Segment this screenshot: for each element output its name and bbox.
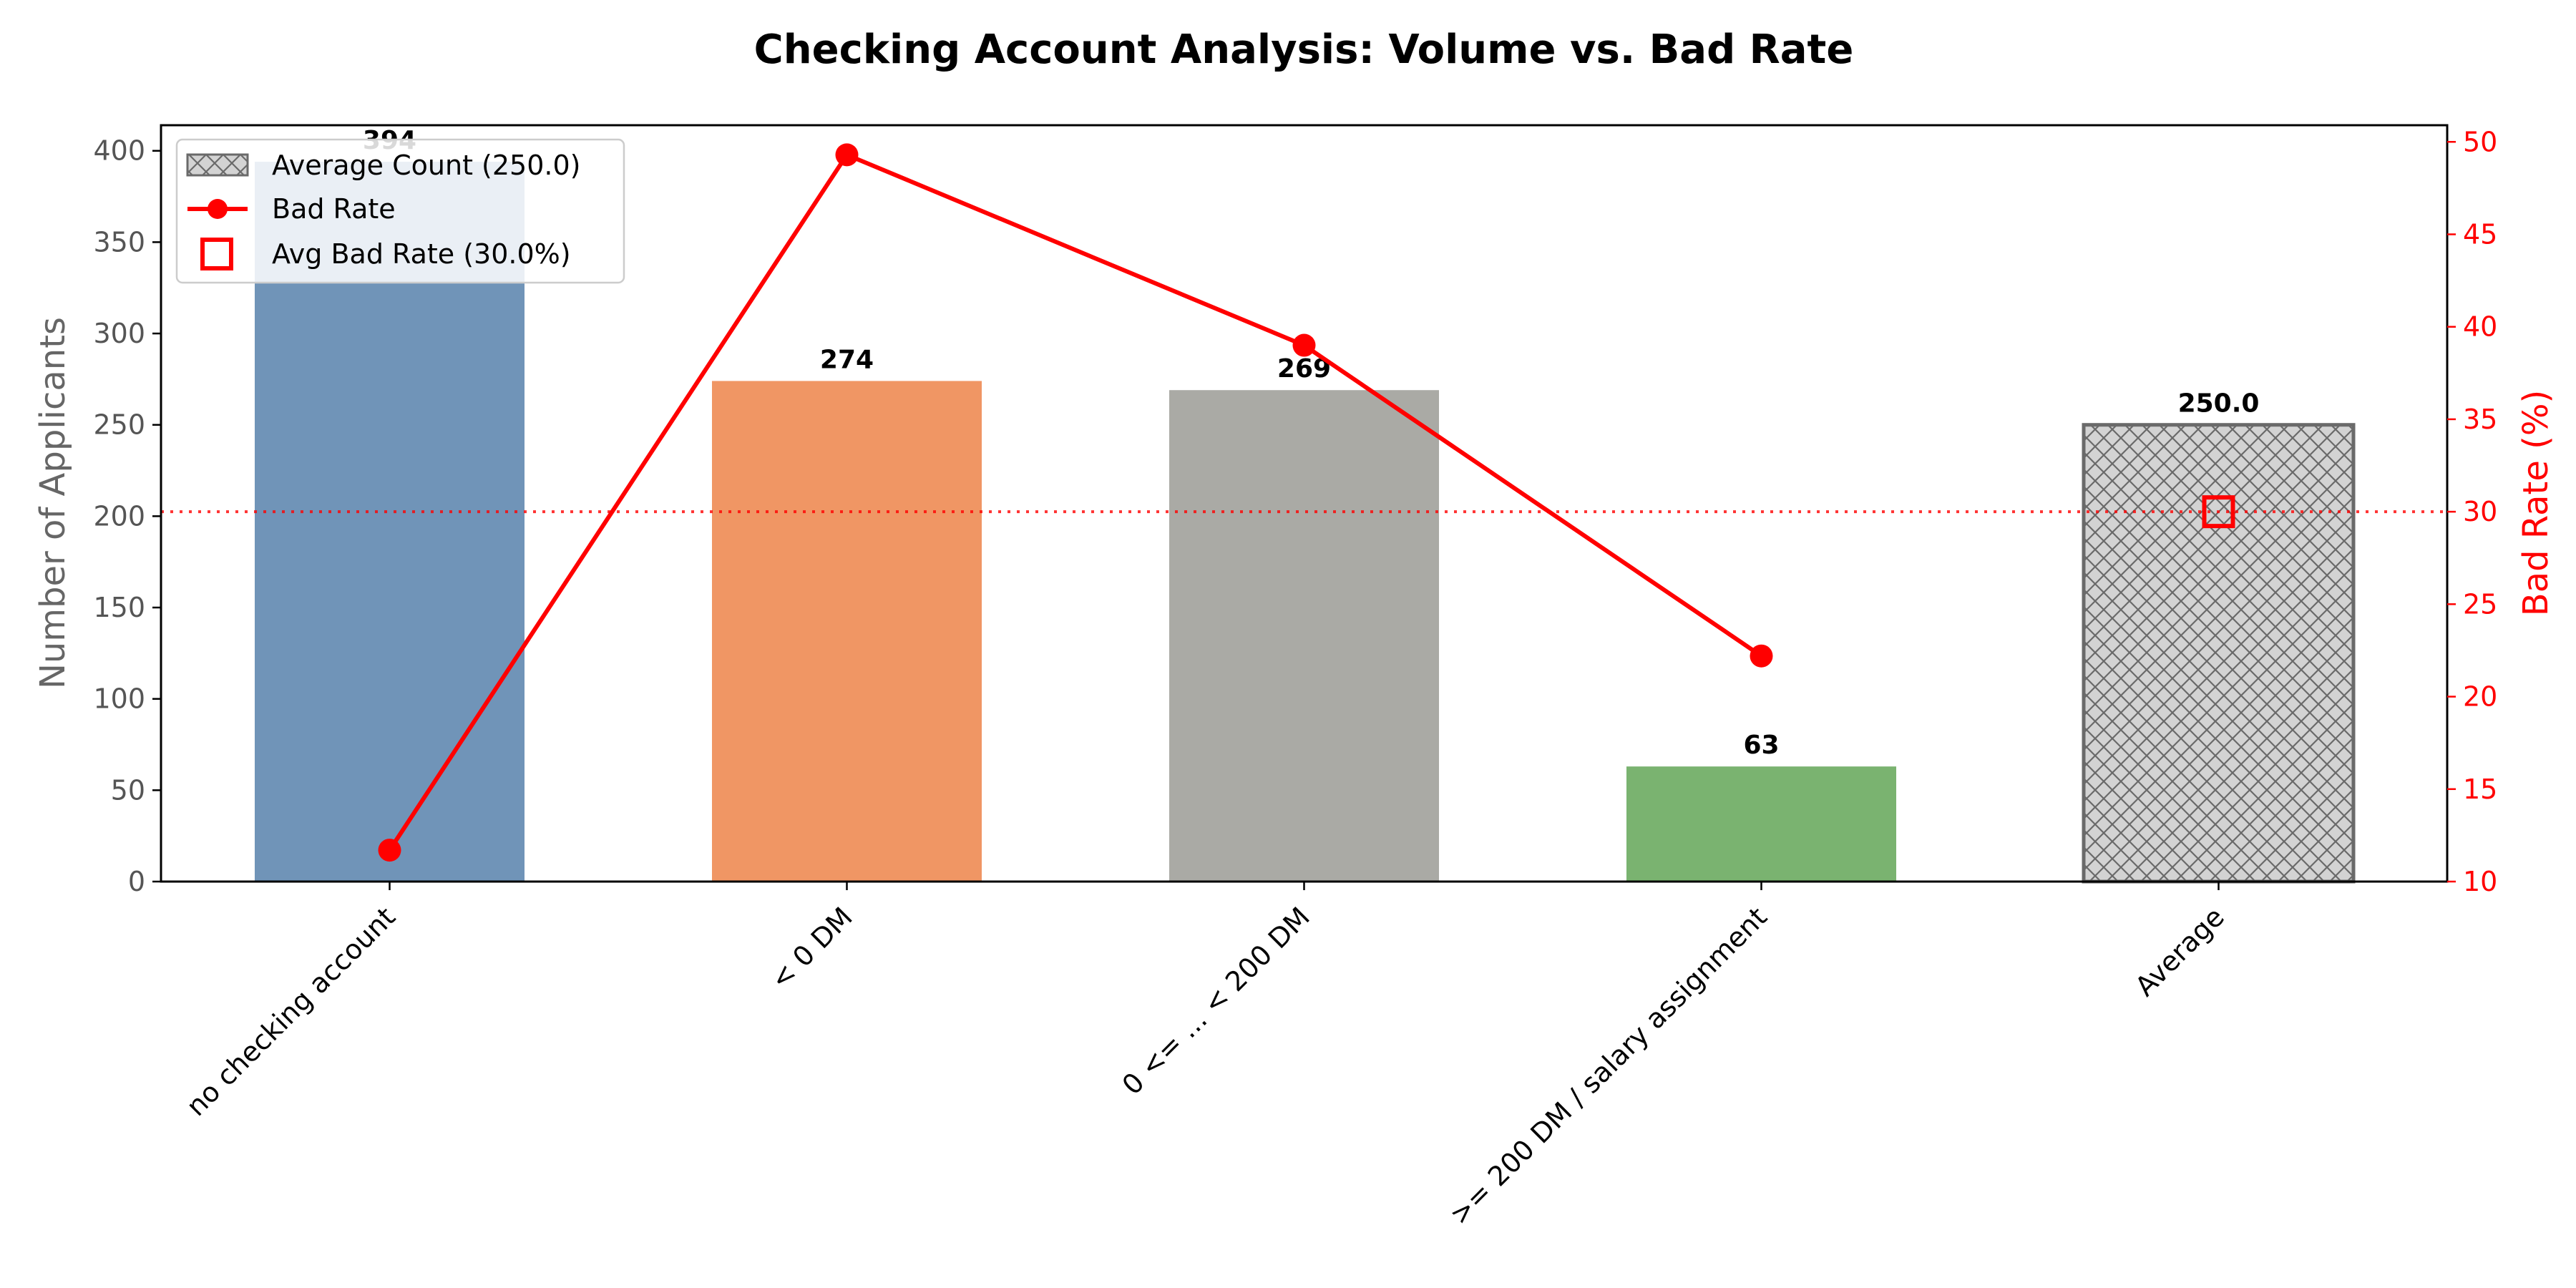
bar-200-dm-salary-assignment <box>1626 766 1896 882</box>
y-left-tick-label: 200 <box>93 500 145 532</box>
y-left-tick-label: 350 <box>93 226 145 258</box>
bad-rate-point-no-checking-account <box>379 839 401 862</box>
y-left-tick-label: 150 <box>93 592 145 623</box>
bar-0-dm <box>712 381 982 882</box>
bar-average <box>2084 425 2353 882</box>
y-right-tick-label: 40 <box>2463 311 2497 343</box>
y-right-tick-label: 50 <box>2463 126 2497 157</box>
bar-value-label-average: 250.0 <box>2178 389 2260 419</box>
y-left-tick-label: 300 <box>93 318 145 349</box>
bad-rate-point-200-dm-salary-assignment <box>1750 645 1773 668</box>
bad-rate-point-0-dm <box>836 143 859 166</box>
y-right-tick-label: 35 <box>2463 404 2497 435</box>
x-tick-label-no-checking-account: no checking account <box>180 901 401 1122</box>
y-right-tick-label: 25 <box>2463 588 2497 620</box>
y-axis-left: 0 50 100 150 200 250 300 350 400 <box>93 135 161 897</box>
bar-0-200-dm <box>1169 390 1439 882</box>
legend-entry-bad-rate: Bad Rate <box>272 193 396 225</box>
y-left-tick-label: 100 <box>93 683 145 715</box>
y-right-tick-label: 45 <box>2463 218 2497 250</box>
x-tick-label-average: Average <box>2129 901 2230 1002</box>
y-left-tick-label: 250 <box>93 409 145 441</box>
legend: Average Count (250.0) Bad Rate Avg Bad R… <box>177 140 624 283</box>
legend-hatch-swatch <box>187 155 248 175</box>
x-tick-label-0-200-dm: 0 <= ... < 200 DM <box>1116 901 1316 1101</box>
y-left-tick-label: 0 <box>128 866 145 897</box>
legend-dot-swatch <box>208 199 228 219</box>
y-left-tick-label: 400 <box>93 135 145 167</box>
bar-value-label-200-dm-salary-assignment: 63 <box>1743 731 1779 760</box>
y-right-tick-label: 20 <box>2463 681 2497 713</box>
chart-title: Checking Account Analysis: Volume vs. Ba… <box>754 26 1854 73</box>
y-right-tick-label: 15 <box>2463 774 2497 805</box>
x-tick-label-0-dm: < 0 DM <box>764 901 859 995</box>
bar-value-label-0-dm: 274 <box>820 345 874 374</box>
y-left-tick-label: 50 <box>111 774 145 806</box>
y-right-tick-label: 30 <box>2463 496 2497 527</box>
bad-rate-point-0-200-dm <box>1293 334 1316 357</box>
legend-entry-average-count: Average Count (250.0) <box>272 150 581 181</box>
y-right-tick-label: 10 <box>2463 866 2497 897</box>
x-axis: no checking account < 0 DM 0 <= ... < 200 … <box>180 882 2230 1231</box>
legend-entry-avg-bad-rate: Avg Bad Rate (30.0%) <box>272 238 571 270</box>
x-tick-label-200-dm-salary-assignment: >= 200 DM / salary assignment <box>1443 901 1773 1231</box>
y-axis-left-label: Number of Applicants <box>33 317 73 689</box>
y-axis-right-label: Bad Rate (%) <box>2516 390 2556 616</box>
y-axis-right: 10 15 20 25 30 35 40 45 50 <box>2447 126 2497 897</box>
